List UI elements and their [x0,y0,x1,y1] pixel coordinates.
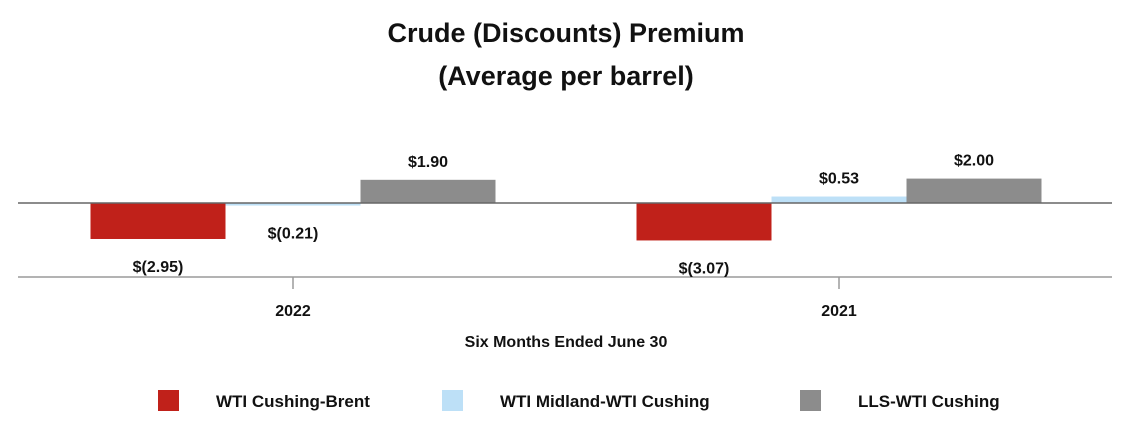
data-label-wti-cushing-brent-2022: $(2.95) [133,259,184,276]
data-labels: $(2.95) $(0.21) $1.90 $(3.07) $0.53 $2.00 [133,153,994,278]
x-axis-title: Six Months Ended June 30 [465,334,668,351]
bar-lls-wti-cushing-2021 [906,178,1042,203]
x-axis-ticks [292,277,840,289]
legend-swatch-wti-cushing-brent [158,390,179,411]
bar-wti-midland-wti-cushing-2022 [225,203,361,206]
bar-wti-cushing-brent-2021 [636,203,772,241]
data-label-wti-midland-wti-cushing-2021: $0.53 [819,171,859,188]
bar-wti-midland-wti-cushing-2021 [771,196,907,203]
legend-label-wti-midland-wti-cushing: WTI Midland-WTI Cushing [500,392,710,411]
legend-swatch-wti-midland-wti-cushing [442,390,463,411]
bar-wti-cushing-brent-2022 [90,203,226,239]
data-label-lls-wti-cushing-2021: $2.00 [954,153,994,170]
category-label-2021: 2021 [821,303,857,320]
data-label-wti-midland-wti-cushing-2022: $(0.21) [268,226,319,243]
legend-label-lls-wti-cushing: LLS-WTI Cushing [858,392,1000,411]
bar-lls-wti-cushing-2022 [360,179,496,203]
legend-label-wti-cushing-brent: WTI Cushing-Brent [216,392,370,411]
chart-title: Crude (Discounts) Premium [387,18,744,48]
category-label-2022: 2022 [275,303,311,320]
category-labels: 2022 2021 [275,303,857,320]
data-label-lls-wti-cushing-2022: $1.90 [408,154,448,171]
legend: WTI Cushing-Brent WTI Midland-WTI Cushing… [158,390,1000,411]
data-label-wti-cushing-brent-2021: $(3.07) [679,260,730,277]
bars-layer [90,178,1042,241]
legend-swatch-lls-wti-cushing [800,390,821,411]
chart-subtitle: (Average per barrel) [438,61,694,91]
